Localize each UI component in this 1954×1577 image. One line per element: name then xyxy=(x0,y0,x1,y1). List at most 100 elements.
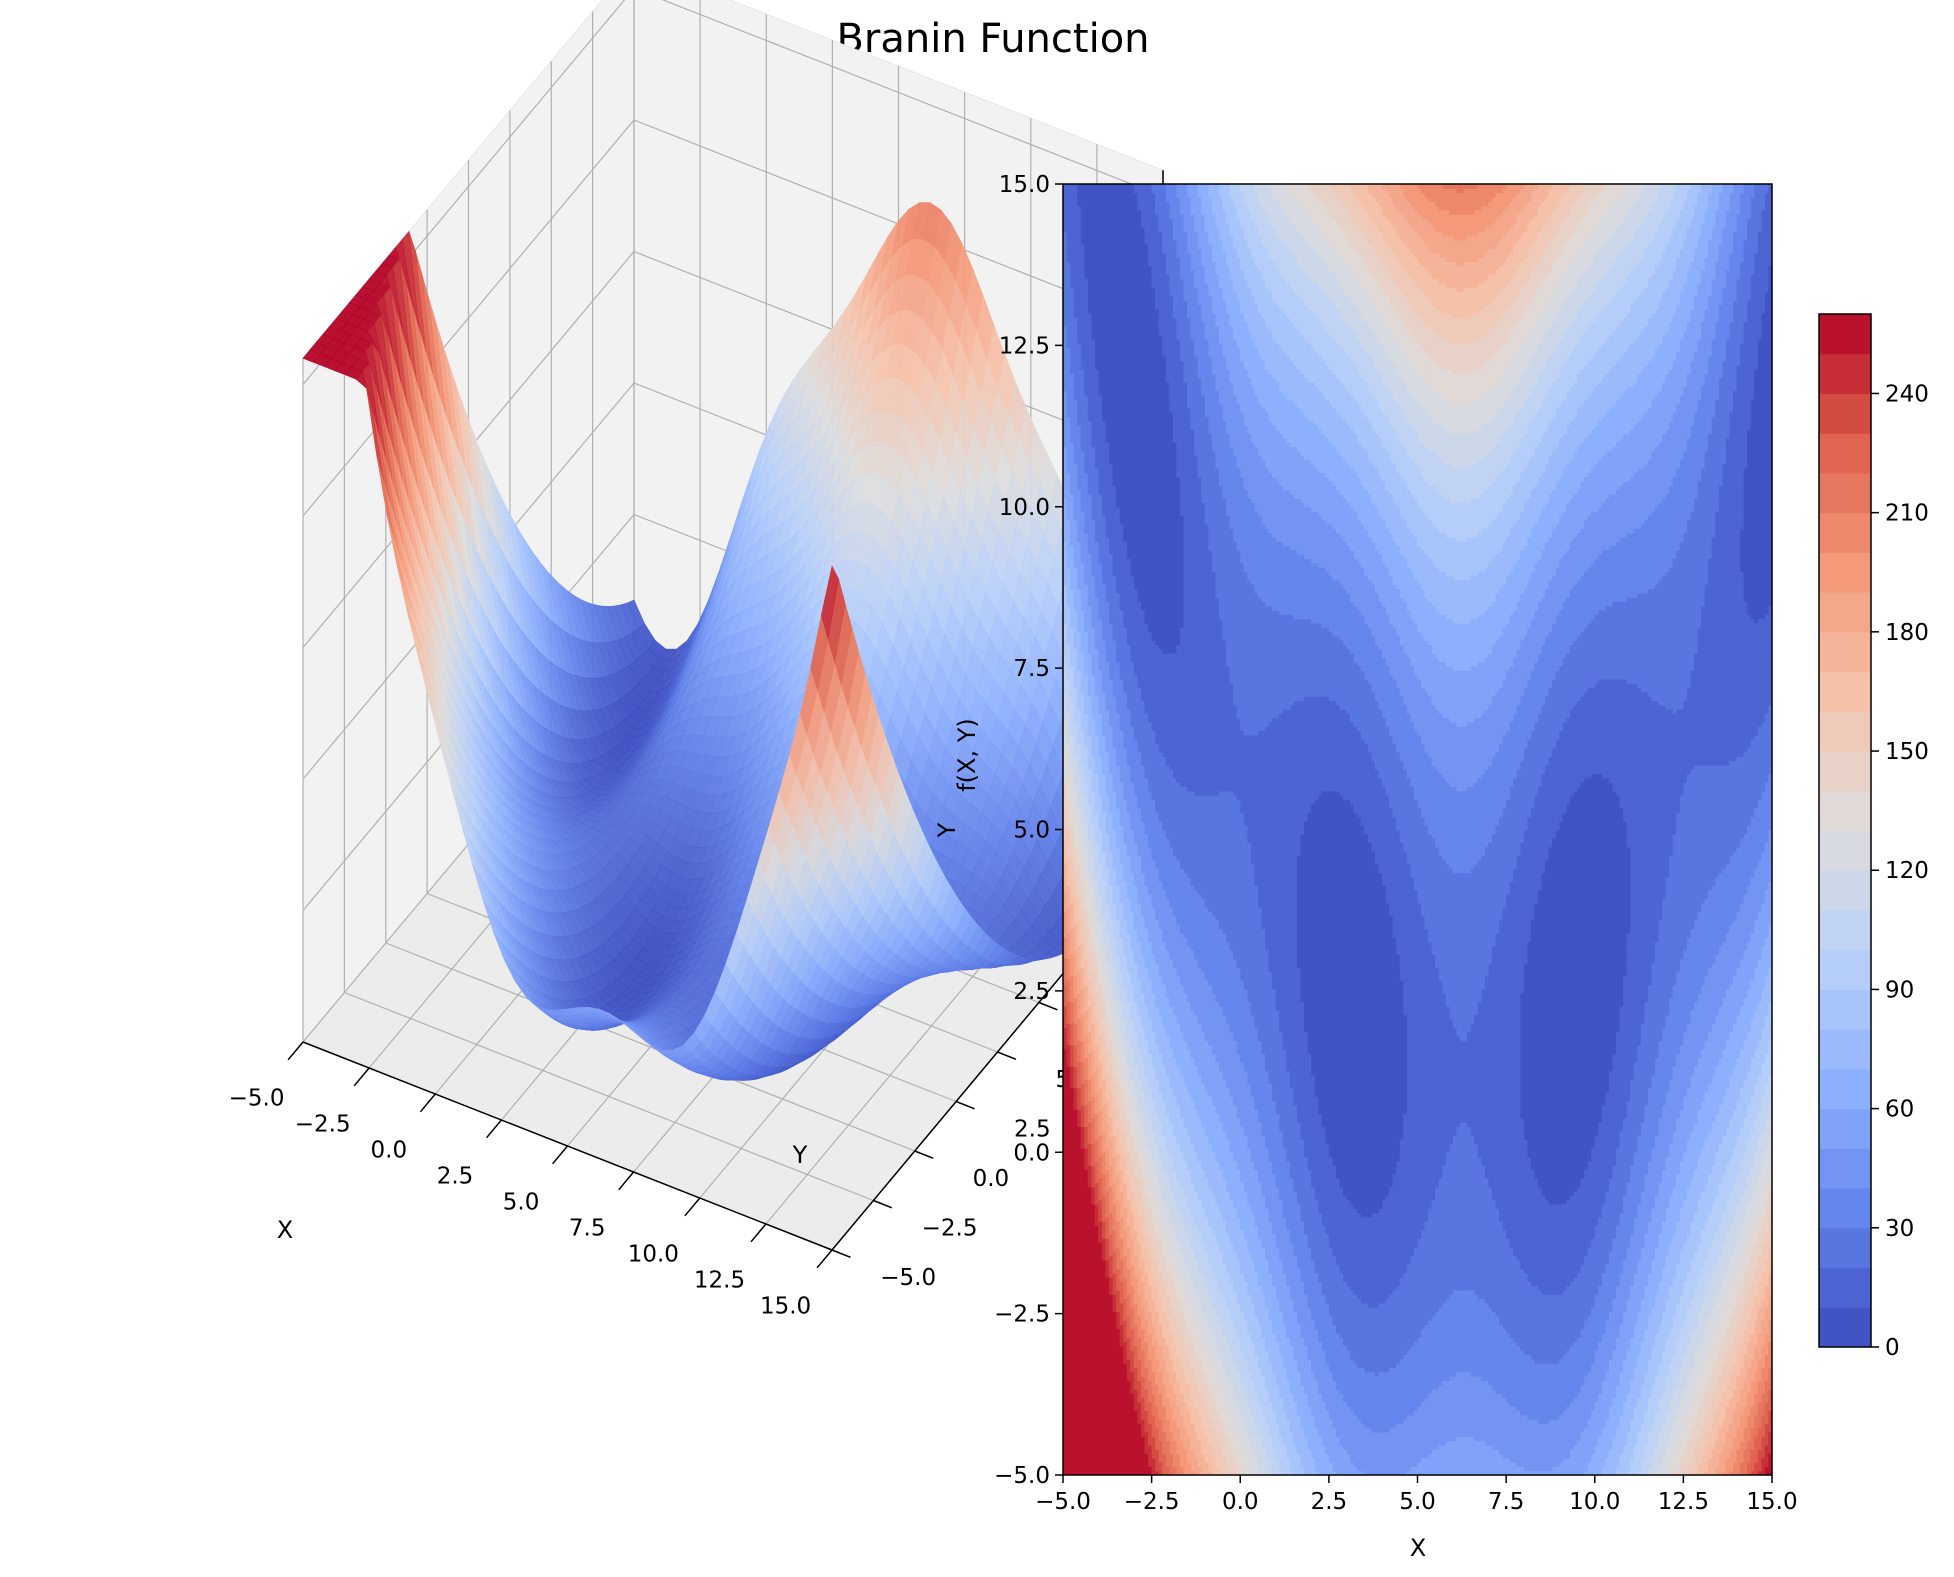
contour-cell xyxy=(1074,468,1078,473)
contour-cell xyxy=(1081,1049,1085,1054)
contour-cell xyxy=(1070,1337,1074,1342)
contour-cell xyxy=(1067,812,1071,817)
contour-cell xyxy=(1081,1286,1085,1291)
contour-cell xyxy=(1070,1126,1074,1131)
contour-cell xyxy=(1084,1445,1088,1450)
contour-cell xyxy=(1084,791,1088,796)
contour-cell xyxy=(1081,984,1085,989)
contour-cell xyxy=(1070,442,1074,447)
contour-cell xyxy=(1070,1458,1074,1463)
contour-cell xyxy=(1067,1182,1071,1187)
contour-cell xyxy=(1074,528,1078,533)
contour-cell xyxy=(1070,1161,1074,1166)
contour-cell xyxy=(1084,774,1088,779)
contour-cell xyxy=(1084,1010,1088,1015)
contour-cell xyxy=(1070,1393,1074,1398)
surface-x-tick-label: 0.0 xyxy=(371,1138,408,1164)
contour-cell xyxy=(1084,907,1088,912)
contour-cell xyxy=(1074,1221,1078,1226)
contour-cell xyxy=(1084,1002,1088,1007)
contour-cell xyxy=(1067,1152,1071,1157)
contour-cell xyxy=(1070,369,1074,374)
contour-cell xyxy=(1084,494,1088,499)
contour-cell xyxy=(1070,270,1074,275)
contour-cell xyxy=(1084,1122,1088,1127)
contour-cell xyxy=(1067,933,1071,938)
contour-cell xyxy=(1081,718,1085,723)
contour-cell xyxy=(1070,317,1074,322)
contour-cell xyxy=(1081,1225,1085,1230)
contour-cell xyxy=(1074,1217,1078,1222)
contour-cell xyxy=(1074,459,1078,464)
contour-cell xyxy=(1084,709,1088,714)
contour-cell xyxy=(1084,1410,1088,1415)
contour-cell xyxy=(1067,619,1071,624)
contour-cell xyxy=(1070,627,1074,632)
contour-cell xyxy=(1067,352,1071,357)
contour-cell xyxy=(1074,679,1078,684)
contour-cell xyxy=(1070,1118,1074,1123)
contour-cell xyxy=(1070,1324,1074,1329)
contour-cell xyxy=(1074,283,1078,288)
contour-cell xyxy=(1077,1393,1081,1398)
contour-cell xyxy=(1081,903,1085,908)
contour-cell xyxy=(1067,864,1071,869)
contour-cell xyxy=(1074,214,1078,219)
contour-cell xyxy=(1070,860,1074,865)
contour-cell xyxy=(1070,1281,1074,1286)
contour-cell xyxy=(1070,193,1074,198)
contour-cell xyxy=(1077,1006,1081,1011)
contour-cell xyxy=(1081,459,1085,464)
contour-cell xyxy=(1081,477,1085,482)
contour-cell xyxy=(1084,1363,1088,1368)
contour-cell xyxy=(1081,1023,1085,1028)
contour-cell xyxy=(1067,438,1071,443)
contour-cell xyxy=(1067,804,1071,809)
contour-cell xyxy=(1081,1264,1085,1269)
contour-cell xyxy=(1074,261,1078,266)
contour-cell xyxy=(1084,416,1088,421)
contour-cell xyxy=(1070,261,1074,266)
contour-cell xyxy=(1067,1273,1071,1278)
contour-cell xyxy=(1077,1178,1081,1183)
contour-cell xyxy=(1077,1406,1081,1411)
contour-cell xyxy=(1081,1337,1085,1342)
contour-cell xyxy=(1074,1268,1078,1273)
contour-cell xyxy=(1084,490,1088,495)
contour-cell xyxy=(1067,455,1071,460)
contour-cell xyxy=(1074,231,1078,236)
contour-cell xyxy=(1077,1346,1081,1351)
contour-cell xyxy=(1074,1367,1078,1372)
contour-cell xyxy=(1081,339,1085,344)
contour-cell xyxy=(1081,1191,1085,1196)
contour-cell xyxy=(1081,1105,1085,1110)
contour-cell xyxy=(1084,743,1088,748)
contour-cell xyxy=(1077,447,1081,452)
contour-cell xyxy=(1074,1027,1078,1032)
contour-cell xyxy=(1084,799,1088,804)
contour-cell xyxy=(1077,339,1081,344)
contour-cell xyxy=(1067,524,1071,529)
contour-cell xyxy=(1077,614,1081,619)
contour-cell xyxy=(1067,1449,1071,1454)
contour-cell xyxy=(1067,330,1071,335)
contour-cell xyxy=(1067,808,1071,813)
contour-cell xyxy=(1067,412,1071,417)
contour-cell xyxy=(1070,1200,1074,1205)
contour-cell xyxy=(1074,1458,1078,1463)
contour-cell xyxy=(1074,403,1078,408)
contour-cell xyxy=(1077,348,1081,353)
contour-cell xyxy=(1070,1002,1074,1007)
contour-cell xyxy=(1074,1449,1078,1454)
contour-cell xyxy=(1077,490,1081,495)
contour-cell xyxy=(1077,210,1081,215)
contour-cell xyxy=(1084,1268,1088,1273)
contour-cell xyxy=(1084,459,1088,464)
contour-cell xyxy=(1074,1290,1078,1295)
contour-cell xyxy=(1074,541,1078,546)
contour-cell xyxy=(1070,1311,1074,1316)
contour-cell xyxy=(1070,558,1074,563)
contour-cell xyxy=(1081,1118,1085,1123)
contour-cell xyxy=(1077,1045,1081,1050)
contour-cell xyxy=(1081,1466,1085,1471)
